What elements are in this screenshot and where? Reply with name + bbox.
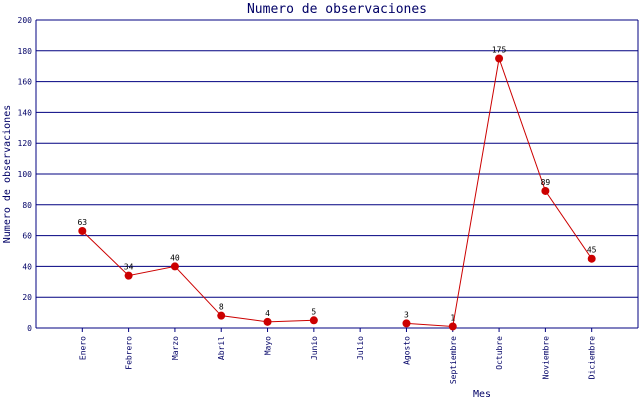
point [217, 311, 226, 320]
y-tick-label: 120 [18, 139, 33, 148]
point [402, 319, 411, 328]
y-axis-label: Numero de observaciones [2, 105, 13, 243]
x-tick-label: Enero [78, 336, 87, 360]
x-tick-label: Septiembre [449, 336, 458, 384]
x-tick-label: Febrero [125, 336, 134, 370]
y-tick-label: 80 [22, 201, 32, 210]
point [124, 271, 133, 280]
y-tick-label: 100 [18, 170, 33, 179]
x-tick-label: Agosto [402, 336, 411, 365]
value-label: 4 [265, 309, 270, 318]
x-tick-label: Octubre [495, 336, 504, 370]
x-axis-label: Mes [473, 389, 491, 400]
line-segment [406, 56, 593, 327]
point [587, 254, 596, 263]
y-tick-label: 180 [18, 47, 33, 56]
point [170, 262, 179, 271]
value-label: 3 [404, 310, 409, 319]
y-tick-label: 160 [18, 78, 33, 87]
x-tick-label: Marzo [171, 336, 180, 360]
y-tick-label: 140 [18, 108, 33, 117]
value-label: 8 [219, 303, 224, 312]
y-tick-label: 200 [18, 16, 33, 25]
x-tick-label: Julio [356, 336, 365, 360]
point [495, 54, 504, 63]
value-label: 89 [541, 178, 551, 187]
y-tick-label: 20 [22, 293, 32, 302]
y-tick-label: 0 [27, 324, 32, 333]
chart-title: Numero de observaciones [247, 2, 427, 17]
x-tick-label: Abril [217, 336, 226, 360]
value-label: 1 [450, 313, 455, 322]
x-tick-label: Diciembre [588, 336, 597, 380]
point [263, 317, 272, 326]
point [78, 226, 87, 235]
point [541, 186, 550, 195]
point [448, 322, 457, 331]
value-label: 40 [170, 253, 180, 262]
y-tick-label: 60 [22, 232, 32, 241]
value-label: 63 [77, 218, 87, 227]
value-label: 45 [587, 246, 597, 255]
x-tick-label: Junio [310, 336, 319, 360]
x-tick-label: Mayo [264, 336, 273, 355]
value-label: 175 [492, 46, 507, 55]
x-tick-label: Noviembre [541, 336, 550, 380]
y-tick-label: 40 [22, 262, 32, 271]
value-label: 34 [124, 263, 134, 272]
value-label: 5 [311, 307, 316, 316]
line-segment [81, 230, 314, 323]
point [309, 316, 318, 325]
